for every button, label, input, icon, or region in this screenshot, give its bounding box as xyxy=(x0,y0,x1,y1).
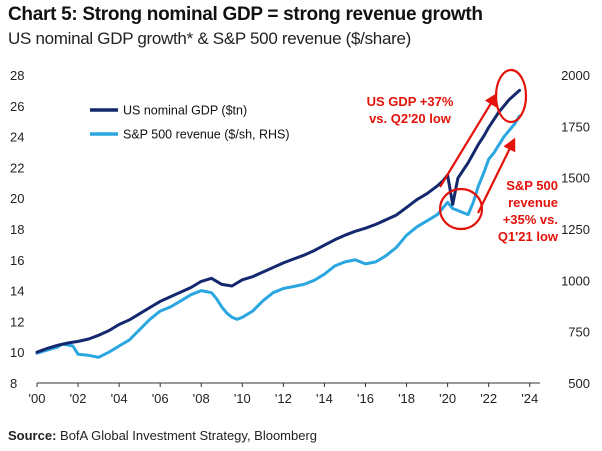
x-tick-label: '00 xyxy=(29,391,46,406)
y-right-tick-label: 1750 xyxy=(561,119,590,134)
chart-subtitle: US nominal GDP growth* & S&P 500 revenue… xyxy=(8,29,411,48)
x-tick-label: '10 xyxy=(234,391,251,406)
x-tick-label: '14 xyxy=(316,391,333,406)
series-line-sp500-revenue xyxy=(35,114,521,359)
x-tick-label: '16 xyxy=(357,391,374,406)
y-left-tick-label: 20 xyxy=(10,191,24,206)
annotation-revenue-text: Q1'21 low xyxy=(498,229,559,244)
annotation-revenue-text: S&P 500 xyxy=(506,178,558,193)
legend-label-sp500-revenue: S&P 500 revenue ($/sh, RHS) xyxy=(123,128,290,142)
y-left-tick-label: 22 xyxy=(10,160,24,175)
y-left-tick-label: 8 xyxy=(10,376,17,391)
y-right-tick-label: 1000 xyxy=(561,273,590,288)
legend: US nominal GDP ($tn) S&P 500 revenue ($/s… xyxy=(90,104,290,142)
x-tick-label: '08 xyxy=(193,391,210,406)
axes: '00 '02 '04 '06 '08 '10 '12 '14 '16 '18 '20 '22 '24 8… xyxy=(10,68,590,406)
x-tick-label: '02 xyxy=(70,391,87,406)
y-left-tick-label: 18 xyxy=(10,222,24,237)
x-tick-label: '06 xyxy=(152,391,169,406)
y-right-tick-label: 750 xyxy=(568,325,590,340)
annotation-gdp-text: vs. Q2'20 low xyxy=(369,111,452,126)
x-tick-label: '04 xyxy=(111,391,128,406)
y-left-tick-label: 28 xyxy=(10,68,24,83)
arrow-revenue xyxy=(477,137,516,214)
legend-label-us-gdp: US nominal GDP ($tn) xyxy=(123,104,247,118)
y-left-tick-label: 16 xyxy=(10,253,24,268)
y-right-tick-label: 500 xyxy=(568,376,590,391)
x-tick-label: '24 xyxy=(521,391,538,406)
annotation-revenue-text: +35% vs. xyxy=(503,212,558,227)
y-left-tick-label: 10 xyxy=(10,345,24,360)
source-label: Source: xyxy=(8,428,57,443)
annotation-revenue-text: revenue xyxy=(508,195,558,210)
x-tick-label: '18 xyxy=(398,391,415,406)
source-note: Source: BofA Global Investment Strategy,… xyxy=(8,428,317,443)
y-right-tick-label: 1500 xyxy=(561,171,590,186)
y-left-tick-label: 26 xyxy=(10,99,24,114)
y-left-tick-label: 12 xyxy=(10,314,24,329)
x-tick-label: '12 xyxy=(275,391,292,406)
y-right-tick-label: 1250 xyxy=(561,222,590,237)
x-tick-label: '22 xyxy=(480,391,497,406)
series-line-us-gdp xyxy=(35,88,521,354)
arrow-gdp xyxy=(439,92,498,188)
y-left-tick-label: 24 xyxy=(10,130,24,145)
chart-title: Chart 5: Strong nominal GDP = strong rev… xyxy=(8,4,483,25)
y-right-tick-label: 2000 xyxy=(561,68,590,83)
source-text: BofA Global Investment Strategy, Bloombe… xyxy=(60,428,318,443)
annotations: US GDP +37% vs. Q2'20 low S&P 500 revenue +3… xyxy=(367,68,559,244)
series-lines xyxy=(35,88,521,359)
y-left-tick-label: 14 xyxy=(10,284,24,299)
highlight-circle-trough xyxy=(438,187,484,231)
annotation-gdp-text: US GDP +37% xyxy=(367,94,454,109)
x-tick-label: '20 xyxy=(439,391,456,406)
